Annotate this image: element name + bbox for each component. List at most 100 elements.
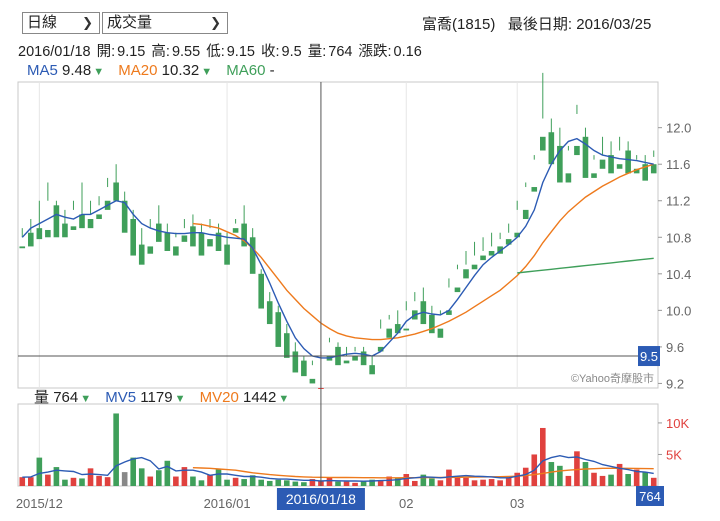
candle-body bbox=[266, 301, 273, 325]
volume-bar bbox=[540, 427, 546, 486]
mv20-name: MV20 bbox=[199, 389, 239, 406]
vol-value: 764 bbox=[328, 44, 353, 60]
candle-body bbox=[309, 378, 316, 384]
indicator-select[interactable]: 成交量 ❯ bbox=[102, 12, 228, 34]
ohlc-readout: 2016/01/18 開: 9.15 高: 9.55 低: 9.15 收: 9.5 量:… bbox=[18, 40, 424, 61]
candle-body bbox=[96, 214, 102, 220]
price-tick-label: 9.2 bbox=[666, 376, 684, 391]
candle-body bbox=[582, 136, 589, 178]
candle-body bbox=[19, 246, 26, 249]
volume-bar bbox=[215, 468, 222, 486]
low-value: 9.15 bbox=[226, 44, 255, 60]
volume-bar bbox=[275, 479, 282, 486]
volume-bar bbox=[403, 474, 410, 486]
mv20-value: 1442 bbox=[242, 389, 277, 406]
cursor-price-box bbox=[638, 346, 660, 367]
close-value: 9.5 bbox=[281, 44, 302, 60]
mv5-value: 1179 bbox=[140, 389, 173, 406]
cursor-volume-box bbox=[636, 486, 664, 506]
price-tick-label: 10.4 bbox=[666, 267, 691, 282]
price-tick-label: 10.8 bbox=[666, 230, 691, 245]
volume-bar bbox=[471, 480, 478, 486]
candle-body bbox=[377, 346, 384, 352]
vol-label: 量: bbox=[307, 44, 327, 60]
candle-body bbox=[156, 223, 162, 242]
stock-header: 富喬(1815) 最後日期: 2016/03/25 bbox=[422, 13, 651, 34]
volume-bar bbox=[87, 468, 94, 486]
volume-bar bbox=[360, 480, 367, 486]
low-label: 低: bbox=[206, 44, 225, 60]
open-value: 9.15 bbox=[117, 44, 146, 60]
chg-label: 漲跌: bbox=[358, 44, 392, 60]
ma20-value: 10.32 bbox=[161, 62, 200, 79]
volume-bar bbox=[557, 465, 563, 486]
price-panel-frame bbox=[17, 81, 659, 389]
volume-bar bbox=[335, 481, 341, 486]
volume-bar bbox=[369, 479, 375, 486]
volume-bar bbox=[70, 477, 77, 486]
indicator-select-value: 成交量 bbox=[107, 14, 153, 31]
volume-bar bbox=[505, 477, 512, 486]
volume-bar bbox=[36, 457, 43, 486]
candle-body bbox=[616, 164, 623, 169]
ma5-value: 9.48 bbox=[62, 62, 92, 79]
candle-body bbox=[284, 333, 290, 358]
candle-body bbox=[548, 132, 555, 165]
vol-legend-label: 量 bbox=[34, 389, 50, 406]
volume-bar bbox=[45, 474, 51, 486]
volume-bar bbox=[608, 474, 614, 486]
ma5-name: MA5 bbox=[27, 62, 58, 79]
candle-body bbox=[232, 228, 239, 233]
down-triangle-icon: ▼ bbox=[93, 66, 105, 78]
volume-bar bbox=[156, 470, 162, 486]
volume-bar bbox=[488, 479, 495, 486]
candle-body bbox=[62, 223, 68, 238]
down-triangle-icon: ▼ bbox=[80, 393, 92, 405]
mv5-name: MV5 bbox=[105, 389, 137, 406]
volume-bar bbox=[582, 462, 589, 486]
candle-body bbox=[258, 273, 264, 309]
candle-body bbox=[87, 219, 94, 229]
x-tick-label: 2015/12 bbox=[16, 496, 63, 511]
volume-bar bbox=[301, 482, 307, 486]
candle-body bbox=[480, 255, 486, 261]
volume-bar bbox=[437, 480, 444, 486]
volume-bar bbox=[599, 475, 606, 486]
candle-body bbox=[557, 145, 563, 183]
cursor-date-box bbox=[276, 488, 365, 510]
ma60-line bbox=[517, 257, 654, 274]
candle-body bbox=[386, 328, 392, 338]
candle-body bbox=[198, 232, 205, 256]
volume-bar bbox=[522, 467, 529, 486]
candle-body bbox=[463, 269, 469, 279]
stock-name: 富喬(1815) bbox=[422, 16, 496, 33]
candle-body bbox=[79, 214, 85, 229]
volume-legend: 量 764 ▼ MV5 1179 ▼ MV20 1442 ▼ bbox=[34, 386, 299, 407]
price-tick-label: 11.2 bbox=[666, 194, 690, 209]
chevron-down-icon: ❯ bbox=[210, 15, 221, 30]
candle-body bbox=[497, 246, 503, 254]
candle-body bbox=[70, 226, 77, 230]
volume-bar bbox=[79, 478, 85, 486]
candle-body bbox=[352, 356, 358, 361]
volume-bar bbox=[28, 477, 34, 486]
volume-bar bbox=[352, 482, 358, 486]
candle-body bbox=[130, 219, 136, 256]
volume-bar bbox=[420, 474, 427, 486]
down-triangle-icon: ▼ bbox=[201, 66, 213, 78]
candle-body bbox=[301, 360, 307, 377]
volume-bar bbox=[429, 478, 435, 486]
period-select[interactable]: 日線 ❯ bbox=[22, 12, 100, 34]
candle-body bbox=[121, 200, 128, 233]
volume-bar bbox=[343, 481, 350, 486]
candle-body bbox=[471, 264, 478, 270]
high-value: 9.55 bbox=[171, 44, 201, 60]
period-select-value: 日線 bbox=[27, 14, 58, 31]
down-triangle-icon: ▼ bbox=[278, 393, 290, 405]
volume-tick-label: 5K bbox=[666, 447, 682, 462]
price-tick-label: 10.0 bbox=[666, 303, 691, 318]
candle-body bbox=[429, 314, 435, 334]
candle-body bbox=[113, 182, 119, 201]
ma-legend: MA5 9.48 ▼ MA20 10.32 ▼ MA60 - bbox=[27, 62, 275, 79]
